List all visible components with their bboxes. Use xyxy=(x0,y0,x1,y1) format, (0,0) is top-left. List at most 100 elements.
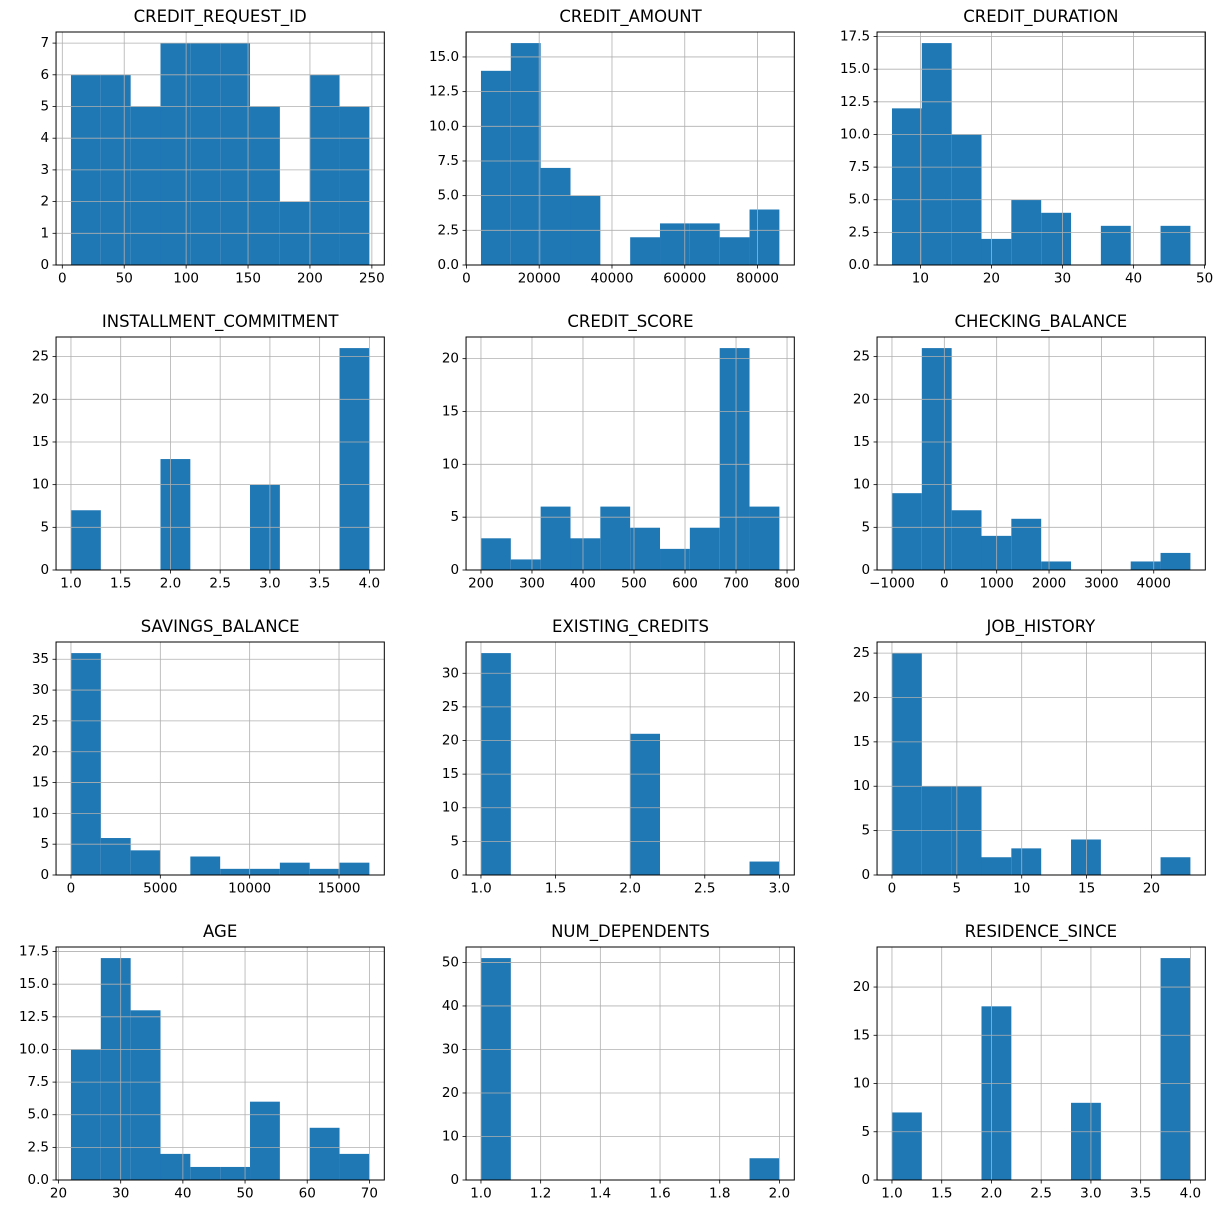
svg-text:2.0: 2.0 xyxy=(620,881,641,897)
svg-text:5: 5 xyxy=(861,519,870,535)
svg-text:3.5: 3.5 xyxy=(309,576,330,592)
svg-text:300: 300 xyxy=(519,576,545,592)
svg-text:500: 500 xyxy=(621,576,647,592)
svg-text:25: 25 xyxy=(32,349,49,365)
svg-text:20000: 20000 xyxy=(518,271,561,287)
svg-text:10: 10 xyxy=(32,805,49,821)
svg-text:12.5: 12.5 xyxy=(19,1009,49,1025)
subplot-num-dependents: NUM_DEPENDENTS 1.0 1.2 1.4 1.6 1.8 2.0 0 10 20 30… xyxy=(410,915,820,1220)
svg-text:17.5: 17.5 xyxy=(840,29,870,45)
svg-text:70: 70 xyxy=(361,1186,378,1202)
svg-text:5.0: 5.0 xyxy=(438,188,459,204)
svg-text:15.0: 15.0 xyxy=(19,976,49,992)
svg-text:1.2: 1.2 xyxy=(530,1186,551,1202)
axes-frame xyxy=(465,336,796,571)
tick-labels: 10 20 30 40 50 0.0 2.5 5.0 7.5 10.0 12.5 15.0 17.5 xyxy=(840,29,1213,287)
svg-text:10.0: 10.0 xyxy=(19,1041,49,1057)
tick-labels: 1.0 1.5 2.0 2.5 3.0 3.5 4.0 0 5 10 15 20 25 xyxy=(32,349,380,592)
subplot-credit-request-id: CREDIT_REQUEST_ID 0 50 100 150 200 250 0 1 2 3 4 5 6… xyxy=(0,0,410,305)
svg-text:15: 15 xyxy=(1078,881,1095,897)
svg-text:400: 400 xyxy=(570,576,596,592)
svg-text:1.0: 1.0 xyxy=(60,576,81,592)
svg-text:0: 0 xyxy=(58,271,67,287)
svg-text:200: 200 xyxy=(297,271,323,287)
svg-text:12.5: 12.5 xyxy=(840,94,870,110)
plot-title: INSTALLMENT_COMMITMENT xyxy=(101,312,339,331)
svg-text:250: 250 xyxy=(359,271,385,287)
svg-text:6: 6 xyxy=(40,67,49,83)
axes-frame xyxy=(876,946,1206,1181)
svg-text:12.5: 12.5 xyxy=(429,84,459,100)
svg-text:7.5: 7.5 xyxy=(28,1074,49,1090)
svg-text:20: 20 xyxy=(442,1085,459,1101)
histogram-bars xyxy=(70,958,370,1180)
axes-frame xyxy=(876,336,1206,571)
svg-text:0: 0 xyxy=(451,867,460,883)
histogram-canvas: 200 300 400 500 600 700 800 0 5 10 15 20 xyxy=(442,336,800,592)
svg-text:0: 0 xyxy=(40,867,49,883)
svg-text:3.0: 3.0 xyxy=(769,881,790,897)
axis-tick-marks xyxy=(873,652,1152,879)
subplot-credit-amount: CREDIT_AMOUNT 0 20000 40000 60000 80000 0.0 2.… xyxy=(410,0,820,305)
axis-tick-marks xyxy=(462,358,788,574)
plot-title: JOB_HISTORY xyxy=(986,617,1096,636)
svg-text:7.5: 7.5 xyxy=(438,153,459,169)
svg-text:15000: 15000 xyxy=(318,881,361,897)
svg-text:0.0: 0.0 xyxy=(438,257,459,273)
svg-text:0.0: 0.0 xyxy=(848,257,869,273)
svg-text:30: 30 xyxy=(1054,271,1071,287)
axis-tick-marks xyxy=(52,658,340,879)
svg-text:10: 10 xyxy=(853,477,870,493)
svg-text:20: 20 xyxy=(853,979,870,995)
subplot-checking-balance: CHECKING_BALANCE −1000 0 1000 2000 3000 4000 0… xyxy=(821,305,1231,610)
svg-text:2.0: 2.0 xyxy=(980,1186,1001,1202)
svg-text:50: 50 xyxy=(116,271,133,287)
svg-text:10: 10 xyxy=(442,800,459,816)
svg-text:1000: 1000 xyxy=(979,576,1013,592)
svg-text:7.5: 7.5 xyxy=(848,159,869,175)
svg-text:−1000: −1000 xyxy=(869,576,915,592)
svg-text:15.0: 15.0 xyxy=(429,49,459,65)
svg-text:0: 0 xyxy=(940,576,949,592)
svg-text:20: 20 xyxy=(853,391,870,407)
svg-text:60000: 60000 xyxy=(664,271,707,287)
axes-frame xyxy=(465,946,796,1181)
svg-text:1.0: 1.0 xyxy=(471,1186,492,1202)
svg-text:5: 5 xyxy=(451,509,460,525)
histogram-canvas: 10 20 30 40 50 0.0 2.5 5.0 7.5 10.0 12.5 15.0 17.5 xyxy=(840,29,1213,287)
svg-text:5: 5 xyxy=(861,823,870,839)
svg-text:17.5: 17.5 xyxy=(19,944,49,960)
subplot-residence-since: RESIDENCE_SINCE 1.0 1.5 2.0 2.5 3.0 3.5 4.0 0 5 1… xyxy=(821,915,1231,1220)
svg-text:30: 30 xyxy=(442,665,459,681)
svg-text:2.5: 2.5 xyxy=(1030,1186,1051,1202)
plot-title: SAVINGS_BALANCE xyxy=(140,617,300,636)
plot-background xyxy=(466,947,795,1180)
histogram-canvas: 1.0 1.5 2.0 2.5 3.0 3.5 4.0 0 5 10 15 20 xyxy=(853,946,1206,1201)
svg-text:50: 50 xyxy=(1196,271,1213,287)
svg-text:5000: 5000 xyxy=(143,881,177,897)
svg-text:5: 5 xyxy=(952,881,961,897)
svg-text:2: 2 xyxy=(40,194,49,210)
svg-text:700: 700 xyxy=(723,576,749,592)
svg-text:25: 25 xyxy=(853,349,870,365)
axis-tick-marks xyxy=(462,672,781,879)
svg-text:1.4: 1.4 xyxy=(590,1186,611,1202)
subplot-credit-score: CREDIT_SCORE 200 300 400 500 600 700 800 0 5 10 15… xyxy=(410,305,820,610)
svg-text:7: 7 xyxy=(40,35,49,51)
svg-text:40: 40 xyxy=(174,1186,191,1202)
svg-text:4.0: 4.0 xyxy=(359,576,380,592)
svg-text:0: 0 xyxy=(67,881,76,897)
svg-text:35: 35 xyxy=(32,651,49,667)
svg-text:60: 60 xyxy=(299,1186,316,1202)
axes-frame xyxy=(55,336,385,571)
svg-text:1.5: 1.5 xyxy=(545,881,566,897)
tick-labels: 1.0 1.5 2.0 2.5 3.0 3.5 4.0 0 5 10 15 20 xyxy=(853,979,1201,1201)
svg-text:2.5: 2.5 xyxy=(694,881,715,897)
svg-text:3.0: 3.0 xyxy=(259,576,280,592)
svg-text:150: 150 xyxy=(235,271,261,287)
axis-tick-marks xyxy=(462,962,781,1184)
tick-labels: 200 300 400 500 600 700 800 0 5 10 15 20 xyxy=(442,351,800,592)
svg-text:3000: 3000 xyxy=(1084,576,1118,592)
